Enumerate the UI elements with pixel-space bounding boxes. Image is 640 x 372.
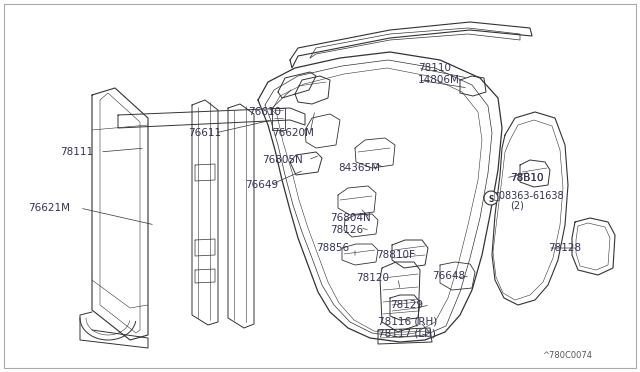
Text: 78B10: 78B10 <box>510 173 543 183</box>
Text: 78B10: 78B10 <box>510 173 543 183</box>
Text: 76649: 76649 <box>245 180 278 190</box>
Text: 78116 (RH): 78116 (RH) <box>378 317 437 327</box>
Text: 78110: 78110 <box>418 63 451 73</box>
Text: 76620M: 76620M <box>272 128 314 138</box>
Text: 84365M: 84365M <box>338 163 380 173</box>
Text: ^780C0074: ^780C0074 <box>542 350 592 359</box>
Text: 76621M: 76621M <box>28 203 70 213</box>
Text: 78810F: 78810F <box>376 250 415 260</box>
Text: 76805N: 76805N <box>262 155 303 165</box>
Text: 78126: 78126 <box>330 225 363 235</box>
Text: 76648: 76648 <box>432 271 465 281</box>
Text: 78128: 78128 <box>548 243 581 253</box>
Text: 78111: 78111 <box>60 147 93 157</box>
Text: 78129: 78129 <box>390 300 423 310</box>
Circle shape <box>484 191 498 205</box>
Text: Ⓝ08363-61638: Ⓝ08363-61638 <box>494 190 564 200</box>
Text: 76611: 76611 <box>188 128 221 138</box>
Text: 78120: 78120 <box>356 273 389 283</box>
Text: 14806M: 14806M <box>418 75 460 85</box>
Text: 76804N: 76804N <box>330 213 371 223</box>
Text: S: S <box>488 195 493 203</box>
Text: (2): (2) <box>510 201 524 211</box>
Text: 78117 (LH): 78117 (LH) <box>378 328 436 338</box>
Text: 78856: 78856 <box>316 243 349 253</box>
Text: 76610: 76610 <box>248 107 281 117</box>
